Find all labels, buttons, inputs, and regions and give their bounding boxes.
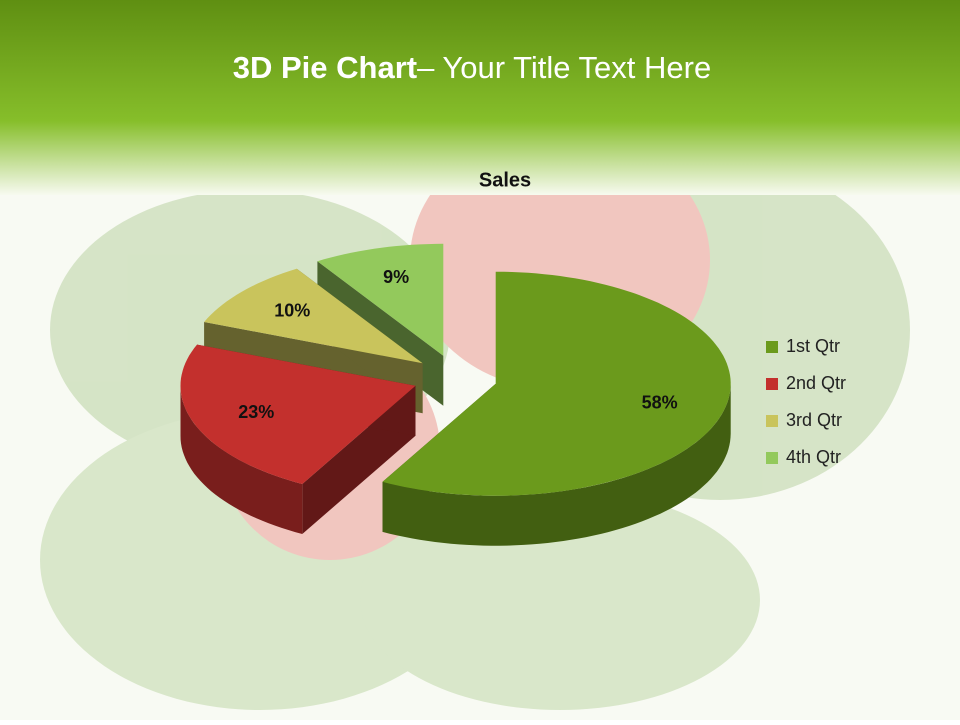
slice — [180, 344, 416, 484]
slice — [204, 268, 423, 364]
header-band — [0, 0, 960, 195]
legend-swatch — [766, 452, 778, 464]
pie: 9% 10% 58% 23% — [180, 243, 731, 546]
slide-title: 3D Pie Chart– Your Title Text Here — [233, 50, 711, 85]
legend-label: 4th Qtr — [786, 447, 841, 467]
title-rest: – Your Title Text Here — [417, 50, 711, 85]
legend-label: 3rd Qtr — [786, 410, 842, 430]
title-bold: 3D Pie Chart — [233, 50, 417, 85]
legend-swatch — [766, 378, 778, 390]
slice — [317, 243, 444, 356]
legend-label: 2nd Qtr — [786, 373, 846, 393]
data-label: 9% — [383, 267, 409, 287]
legend-label: 1st Qtr — [786, 336, 840, 356]
legend-swatch — [766, 341, 778, 353]
slice-side — [382, 383, 731, 546]
data-label: 23% — [238, 402, 274, 422]
data-label: 58% — [642, 393, 678, 413]
slice — [382, 271, 731, 496]
legend: 1st Qtr 2nd Qtr 3rd Qtr 4th Qtr — [766, 336, 846, 467]
legend-swatch — [766, 415, 778, 427]
data-label: 10% — [274, 301, 310, 321]
slice-side — [180, 385, 303, 534]
chart-title: Sales — [479, 169, 531, 191]
